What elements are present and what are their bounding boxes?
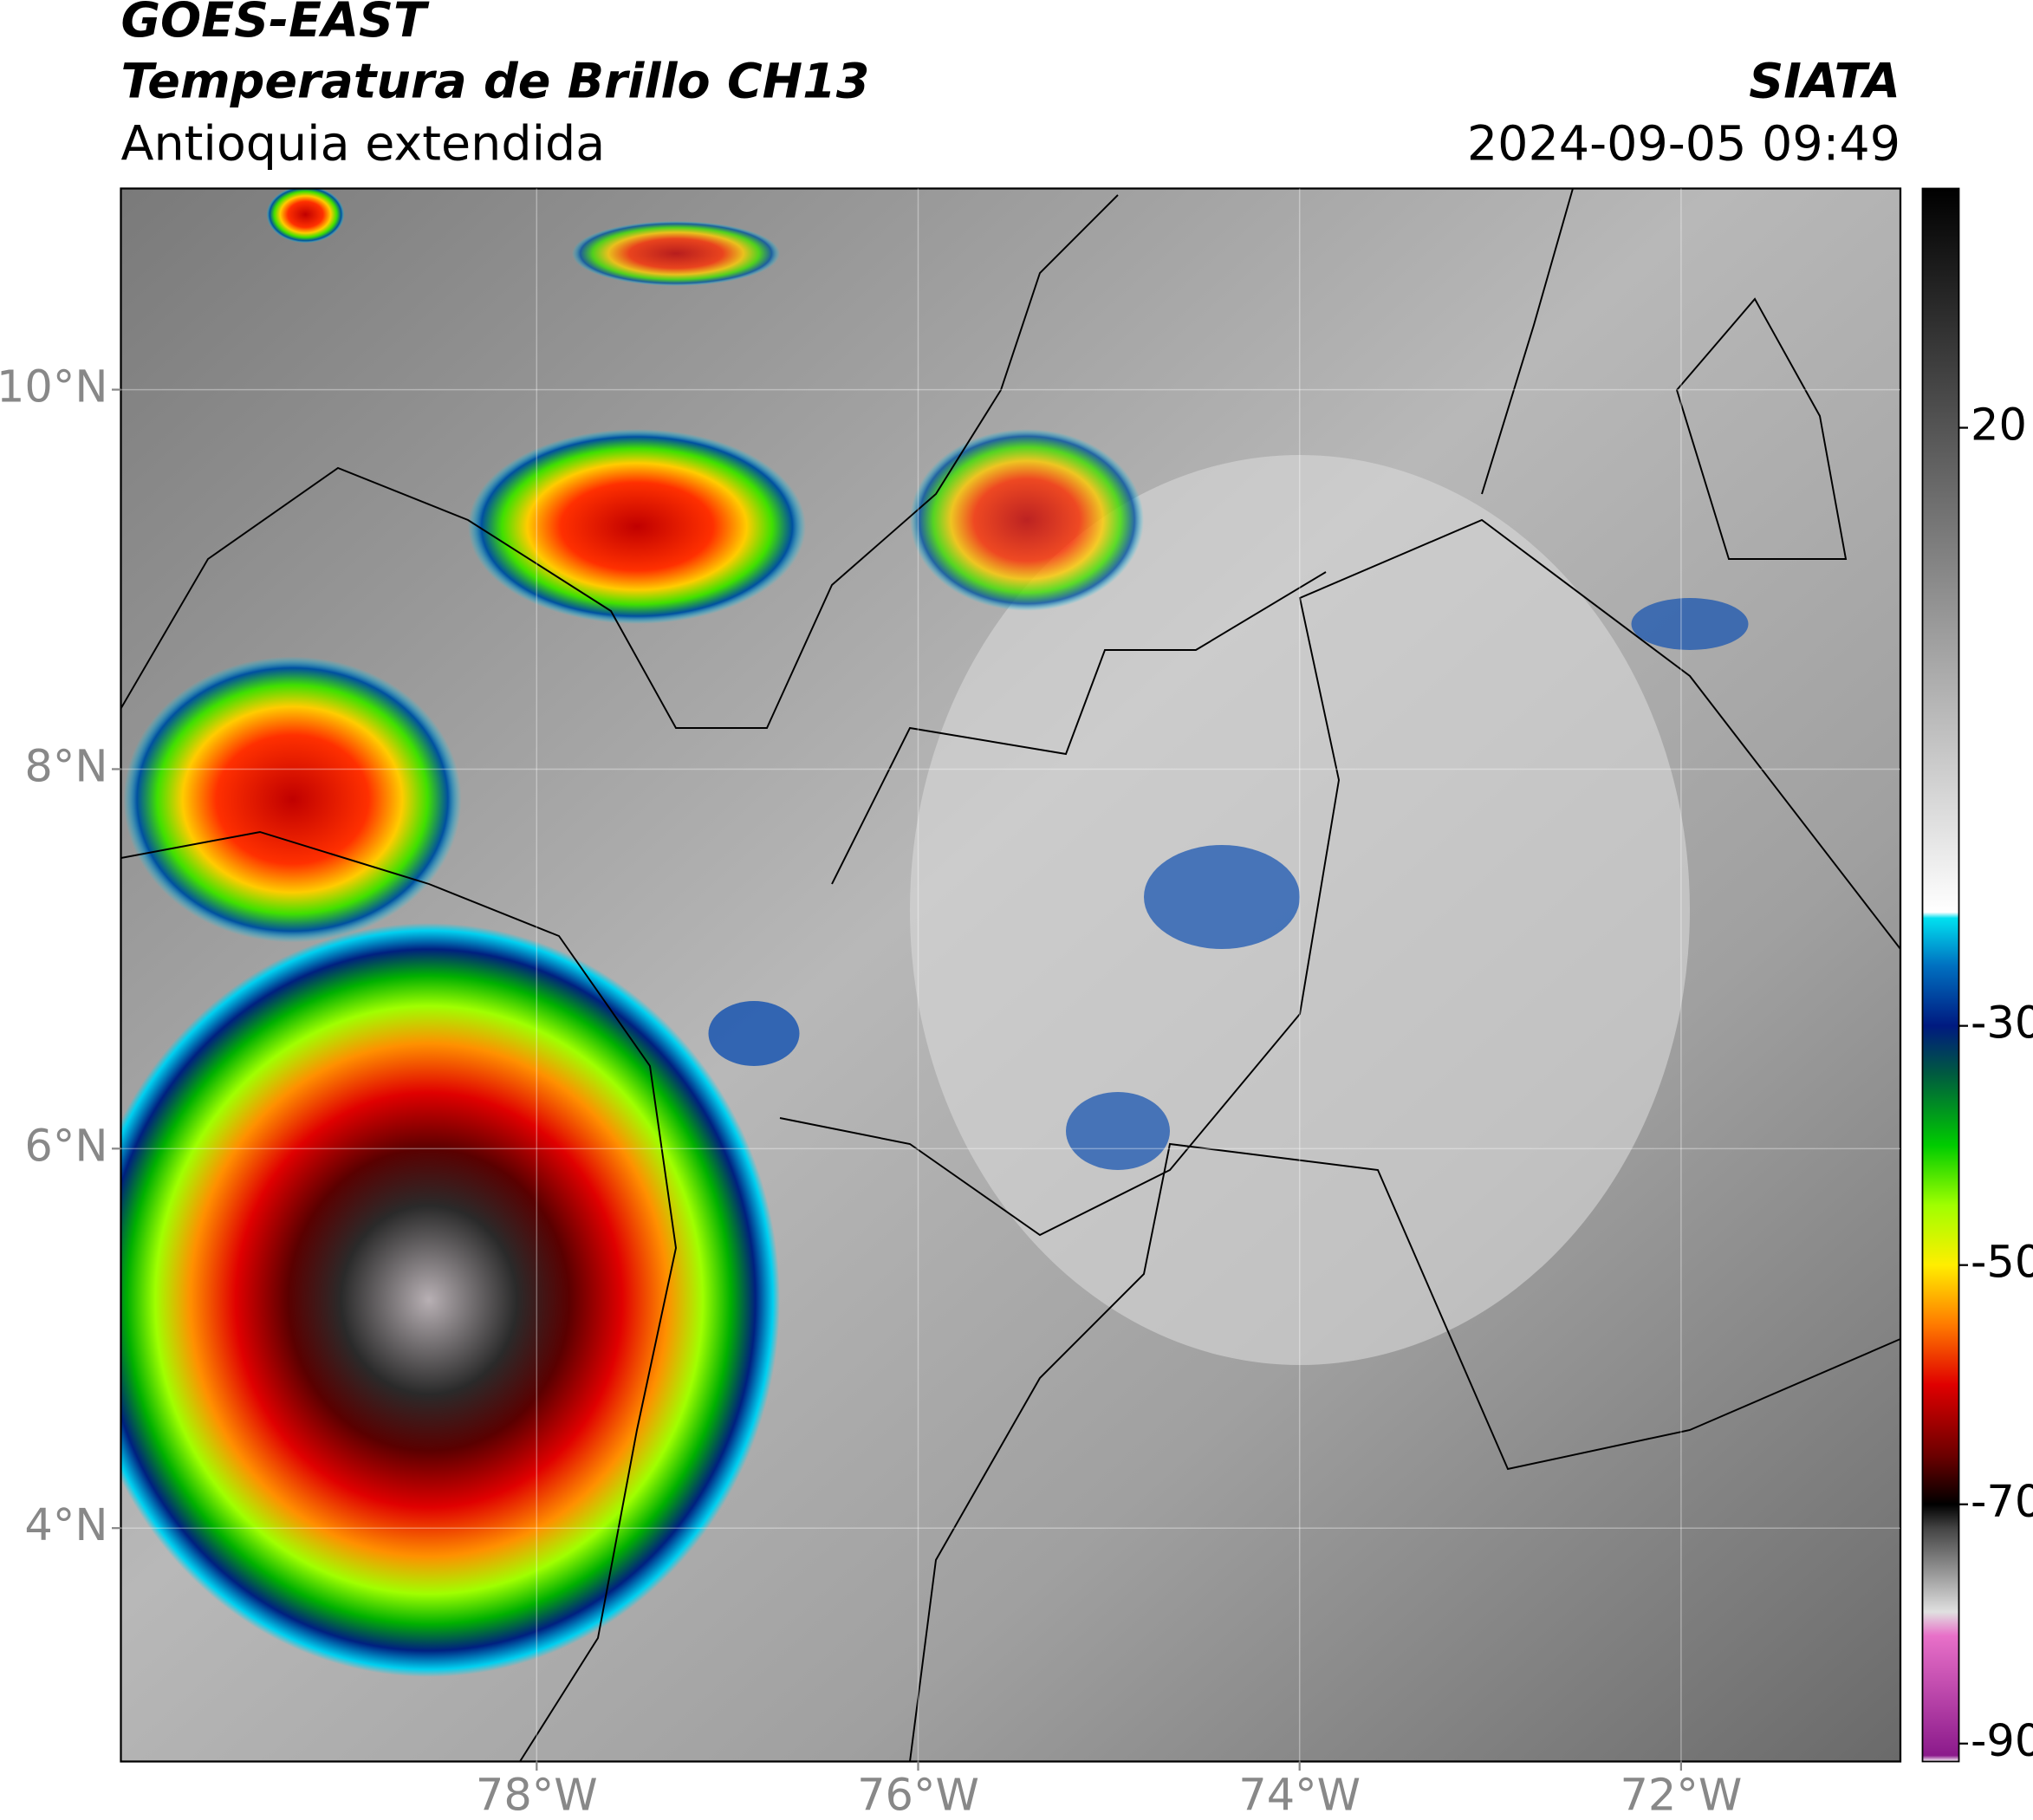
y-tick-label: 8°N <box>24 741 107 792</box>
colorbar <box>1921 187 1960 1763</box>
colorbar-tick-label: -30 <box>1971 998 2033 1050</box>
colorbar-tick-label: -90 <box>1971 1716 2033 1767</box>
source: SIATA <box>1749 54 1900 110</box>
x-tick-label: 74°W <box>1238 1771 1361 1820</box>
colorbar-tick-label: -50 <box>1971 1238 2033 1289</box>
x-tick-label: 72°W <box>1620 1771 1742 1820</box>
satellite-image <box>120 188 1900 1762</box>
y-tick-label: 10°N <box>0 362 108 413</box>
y-tick-label: 6°N <box>24 1121 107 1172</box>
title: GOES-EAST <box>121 0 430 49</box>
colorbar-tick-label: 20 <box>1971 400 2027 452</box>
x-tick-label: 76°W <box>857 1771 979 1820</box>
timestamp: 2024-09-05 09:49 <box>1467 116 1900 172</box>
subtitle: Temperatura de Brillo CH13 <box>121 54 870 110</box>
y-tick-label: 4°N <box>24 1500 107 1551</box>
region: Antioquia extendida <box>121 116 606 172</box>
colorbar-tick-label: -70 <box>1971 1477 2033 1528</box>
map-frame <box>120 187 1902 1763</box>
x-tick-label: 78°W <box>476 1771 598 1820</box>
